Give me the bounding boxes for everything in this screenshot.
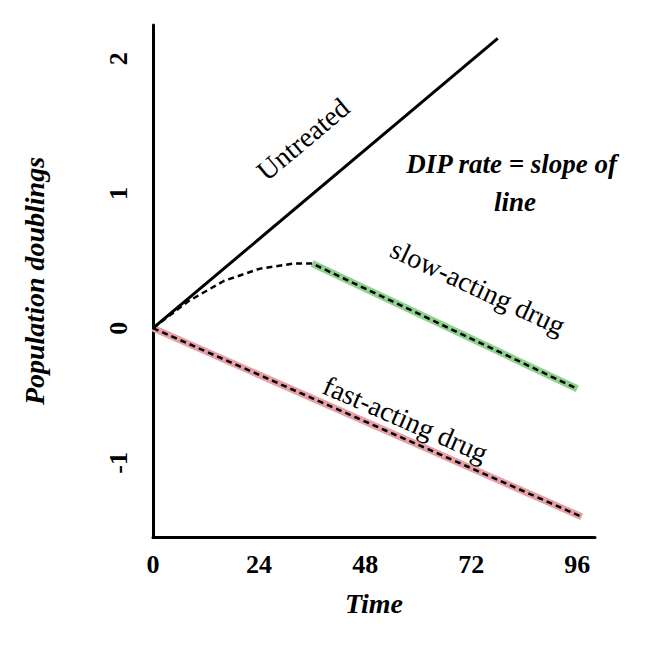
svg-text:DIP rate = slope of: DIP rate = slope of xyxy=(405,149,624,179)
svg-text:0: 0 xyxy=(147,550,160,579)
svg-text:line: line xyxy=(494,187,536,217)
svg-text:Population doublings: Population doublings xyxy=(19,157,50,406)
svg-text:slow-acting drug: slow-acting drug xyxy=(386,233,570,341)
svg-text:96: 96 xyxy=(564,550,590,579)
svg-text:Untreated: Untreated xyxy=(251,92,355,187)
svg-text:24: 24 xyxy=(246,550,272,579)
svg-text:48: 48 xyxy=(352,550,378,579)
svg-text:2: 2 xyxy=(104,52,133,65)
svg-text:-1: -1 xyxy=(104,452,133,474)
svg-text:fast-acting drug: fast-acting drug xyxy=(318,370,492,469)
svg-text:Time: Time xyxy=(345,588,403,619)
svg-text:0: 0 xyxy=(104,322,133,335)
svg-text:72: 72 xyxy=(458,550,484,579)
svg-text:1: 1 xyxy=(104,187,133,200)
